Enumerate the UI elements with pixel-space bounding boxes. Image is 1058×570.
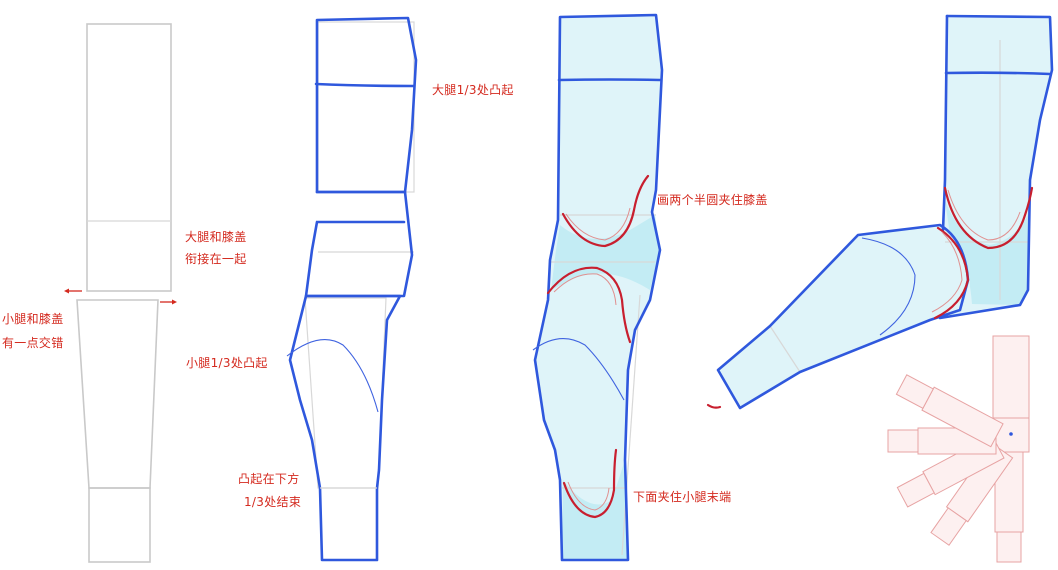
foot-down <box>996 531 1022 563</box>
label-calf-bulge: 小腿1/3处凸起 <box>186 356 268 370</box>
calf-muscle-curve <box>286 339 379 413</box>
label-thigh-bulge: 大腿1/3处凸起 <box>432 83 514 97</box>
calf-muscle-curve <box>861 237 916 336</box>
thigh-back-outline <box>941 14 949 232</box>
upper-knee-semicircle <box>943 186 1034 250</box>
figure-4-bent-leg <box>706 14 1054 410</box>
calf-outline <box>288 294 402 562</box>
calf-fan-4 <box>895 374 1004 448</box>
left-arrow-icon <box>64 288 82 294</box>
calf-guide <box>304 297 387 489</box>
lower-knee-semicircle <box>933 226 970 320</box>
label-thigh-knee-join: 大腿和膝盖 <box>185 230 247 244</box>
thigh-outline <box>938 14 1054 320</box>
leg-fill <box>535 15 662 560</box>
lower-knee-semicircle-inner <box>553 273 617 306</box>
thigh-block <box>86 23 172 292</box>
ankle-block <box>88 487 151 563</box>
foot-stroke <box>706 403 722 409</box>
upper-knee-semicircle-inner <box>565 207 631 241</box>
figure-3-shaded-leg <box>532 13 664 562</box>
label-calf-knee-overlap: 小腿和膝盖 <box>2 312 64 326</box>
knee-fill <box>551 215 660 290</box>
label-bulge-end-2: 1/3处结束 <box>244 495 302 509</box>
thigh-top-line <box>314 82 416 88</box>
lower-knee-semicircle-inner <box>931 231 963 313</box>
shin-guide <box>621 294 641 556</box>
thigh-guide <box>317 21 415 193</box>
label-thigh-knee-join-2: 衔接在一起 <box>185 252 247 266</box>
calf-fill <box>718 225 970 408</box>
thigh-top-line <box>557 78 662 82</box>
thigh-box <box>992 335 1030 419</box>
upper-knee-semicircle <box>561 174 650 248</box>
right-arrow-icon <box>160 299 177 305</box>
thigh-outline <box>315 16 418 194</box>
label-calf-knee-overlap-2: 有一点交错 <box>2 336 64 350</box>
label-bulge-end: 凸起在下方 <box>238 472 300 486</box>
figure-5-rotation-diagram <box>887 335 1030 563</box>
knee-outline <box>304 190 414 298</box>
figure-1-basic-blocks <box>64 23 177 563</box>
calf-muscle-curve <box>532 338 625 401</box>
ankle-semicircle <box>562 448 618 519</box>
figure-2-outlined-leg <box>286 16 418 562</box>
label-knee-semicircles: 画两个半圆夹住膝盖 <box>657 193 768 207</box>
lower-knee-semicircle <box>546 266 632 344</box>
label-calf-end: 下面夹住小腿末端 <box>633 490 732 504</box>
pivot-dot <box>1009 432 1013 436</box>
ankle-semicircle-inner <box>567 481 610 511</box>
knee-fill <box>945 200 1028 305</box>
ankle-guide <box>769 325 801 373</box>
thigh-top-line <box>944 71 1052 76</box>
leg-outline <box>533 13 664 562</box>
calf-block <box>76 299 159 489</box>
upper-knee-semicircle-inner <box>947 189 1021 241</box>
